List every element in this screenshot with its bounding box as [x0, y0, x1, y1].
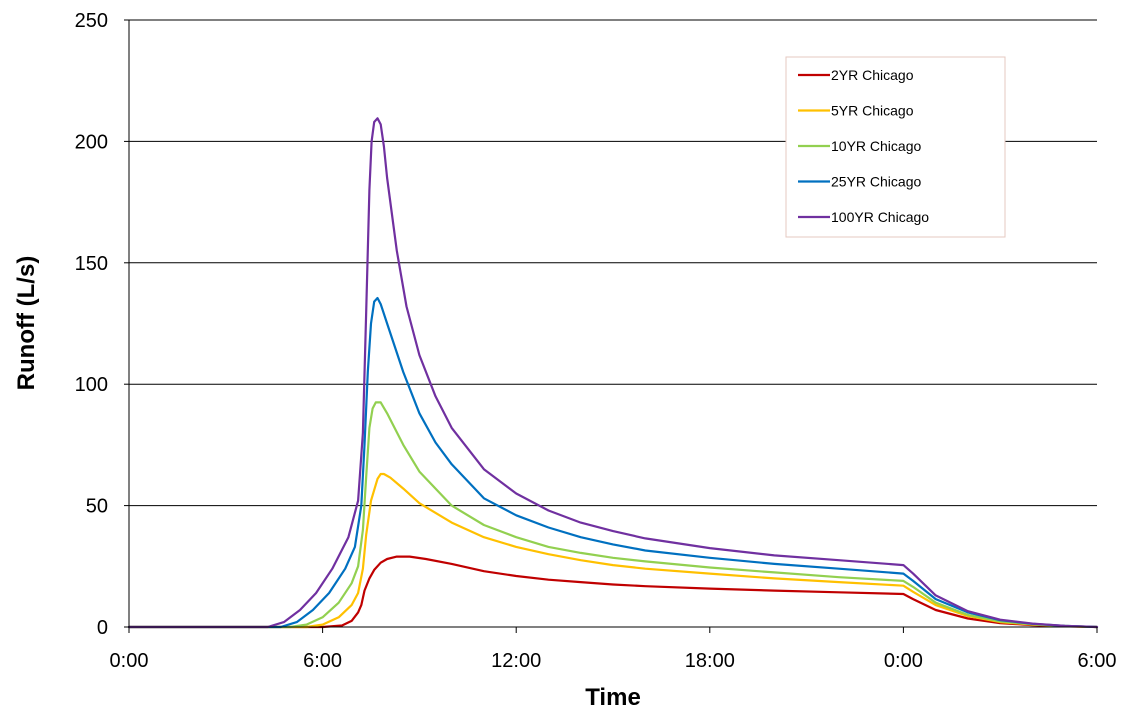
y-tick-label: 150 — [75, 253, 108, 275]
x-tick-label: 0:00 — [884, 650, 923, 672]
y-tick-label: 100 — [75, 374, 108, 396]
x-tick-label: 18:00 — [685, 650, 735, 672]
series-line — [127, 472, 1099, 629]
x-tick-label: 6:00 — [1078, 650, 1117, 672]
series-lines — [127, 117, 1099, 629]
y-tick-label: 200 — [75, 131, 108, 153]
gridlines — [129, 19, 1097, 507]
legend-label: 25YR Chicago — [831, 174, 921, 190]
tick-labels: 0 50 100 150 200 250 0:00 6:00 12:00 18:00 0:00 6:0… — [75, 10, 1117, 672]
legend-label: 10YR Chicago — [831, 138, 921, 154]
y-tick-label: 50 — [86, 496, 108, 518]
x-axis-title: Time — [585, 684, 641, 711]
legend-label: 5YR Chicago — [831, 103, 914, 119]
series-line — [127, 555, 1099, 629]
axes — [128, 20, 1097, 628]
legend: 2YR Chicago 5YR Chicago 10YR Chicago 25YR C… — [785, 56, 1006, 238]
x-tick-label: 12:00 — [491, 650, 541, 672]
series-line — [127, 117, 1099, 629]
x-tick-label: 0:00 — [110, 650, 149, 672]
y-tick-label: 250 — [75, 10, 108, 32]
series-line — [127, 296, 1099, 629]
x-tick-label: 6:00 — [303, 650, 342, 672]
y-tick-label: 0 — [97, 617, 108, 639]
series-line — [127, 401, 1099, 629]
y-axis-title: Runoff (L/s) — [13, 256, 40, 391]
legend-label: 2YR Chicago — [831, 67, 914, 83]
legend-label: 100YR Chicago — [831, 209, 929, 225]
